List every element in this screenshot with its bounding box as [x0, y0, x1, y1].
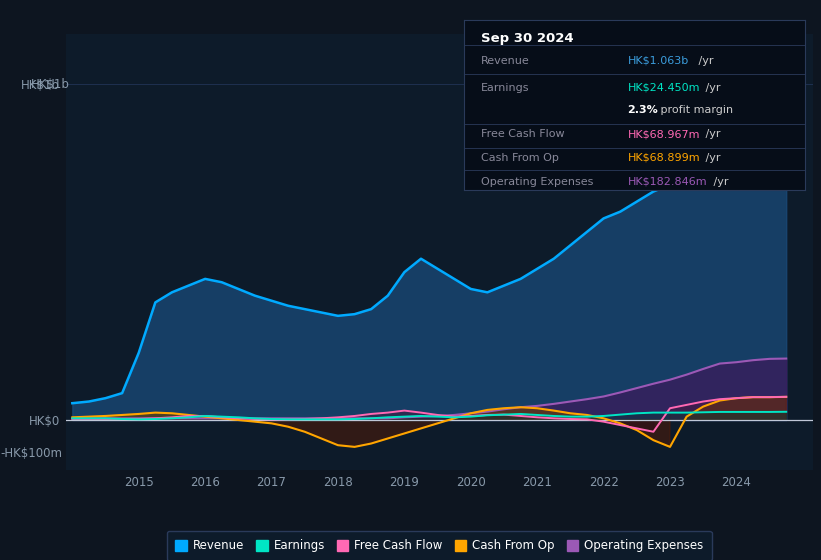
Legend: Revenue, Earnings, Free Cash Flow, Cash From Op, Operating Expenses: Revenue, Earnings, Free Cash Flow, Cash … — [167, 531, 712, 560]
Text: HK$182.846m: HK$182.846m — [627, 177, 707, 187]
Text: HK$68.967m: HK$68.967m — [627, 129, 700, 139]
Text: -HK$100m: -HK$100m — [0, 447, 62, 460]
Text: profit margin: profit margin — [658, 105, 733, 115]
Text: 2.3%: 2.3% — [627, 105, 658, 115]
Text: Earnings: Earnings — [481, 83, 530, 93]
Text: /yr: /yr — [695, 55, 713, 66]
Text: /yr: /yr — [702, 153, 721, 163]
Text: /yr: /yr — [702, 83, 721, 93]
Text: Sep 30 2024: Sep 30 2024 — [481, 31, 574, 45]
Text: /yr: /yr — [702, 129, 721, 139]
Text: HK$68.899m: HK$68.899m — [627, 153, 700, 163]
Text: Free Cash Flow: Free Cash Flow — [481, 129, 565, 139]
Text: Operating Expenses: Operating Expenses — [481, 177, 594, 187]
Text: Revenue: Revenue — [481, 55, 530, 66]
Text: HK$1.063b: HK$1.063b — [627, 55, 689, 66]
Text: /yr: /yr — [710, 177, 728, 187]
Text: HK$24.450m: HK$24.450m — [627, 83, 700, 93]
Text: HK\$1b: HK\$1b — [30, 77, 70, 91]
Text: Cash From Op: Cash From Op — [481, 153, 559, 163]
